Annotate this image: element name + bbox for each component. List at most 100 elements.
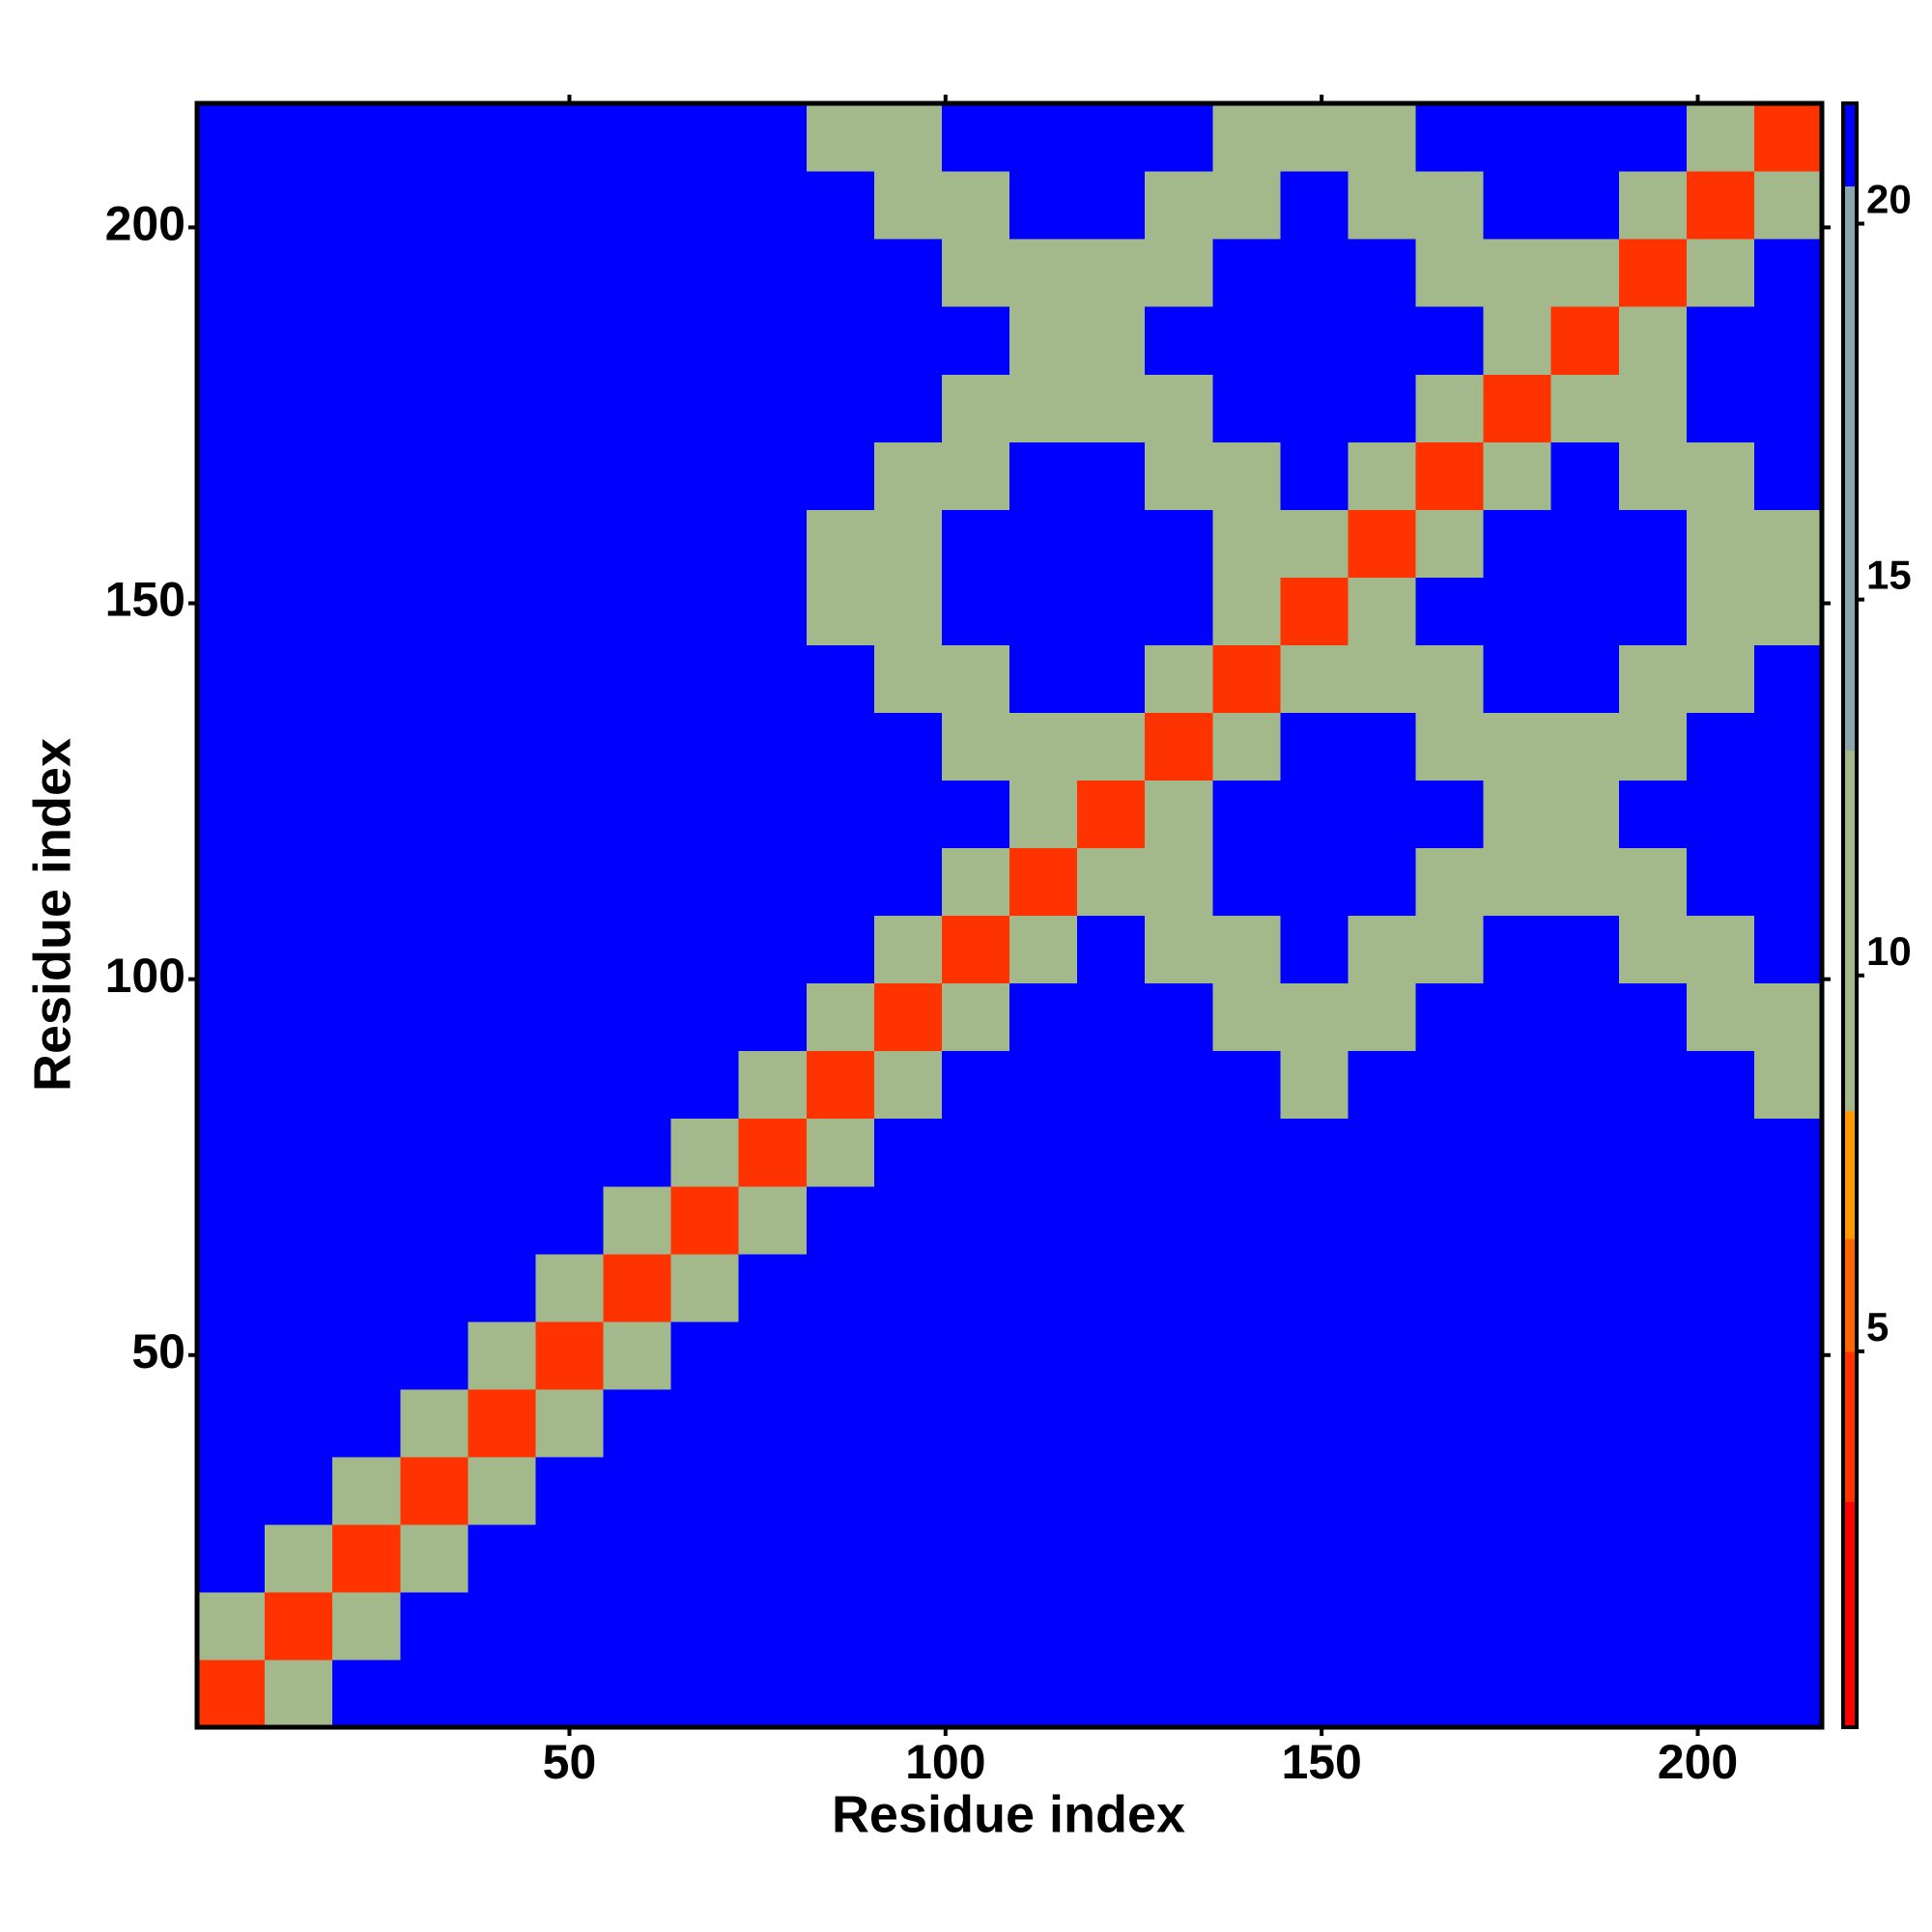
heatmap-cell	[197, 509, 266, 578]
heatmap-cell	[1280, 847, 1350, 917]
heatmap-cell	[603, 1253, 672, 1322]
heatmap-cell	[670, 171, 740, 240]
heatmap-cell	[603, 509, 672, 578]
heatmap-cell	[197, 171, 266, 240]
heatmap-cell	[738, 1321, 808, 1390]
heatmap-cell	[1009, 1523, 1078, 1593]
heatmap-cell	[400, 915, 469, 984]
heatmap-cell	[1753, 1388, 1823, 1458]
heatmap-cell	[332, 915, 401, 984]
heatmap-cell	[603, 1456, 672, 1525]
heatmap-cell	[1348, 577, 1417, 645]
heatmap-cell	[806, 306, 875, 375]
heatmap-cell	[400, 1388, 469, 1458]
heatmap-cell	[265, 1591, 333, 1661]
colorbar-segment	[1843, 1501, 1857, 1728]
heatmap-cell	[670, 644, 740, 713]
heatmap-cell	[1280, 441, 1350, 510]
heatmap-cell	[1212, 577, 1281, 645]
heatmap-cell	[1686, 577, 1755, 645]
heatmap-cell	[670, 915, 740, 984]
heatmap-cell	[738, 1050, 808, 1120]
heatmap-cell	[1483, 982, 1552, 1052]
heatmap-cell	[1145, 712, 1213, 781]
heatmap-cell	[332, 644, 401, 713]
heatmap-cell	[738, 1591, 808, 1661]
heatmap-cell	[1212, 1456, 1281, 1525]
heatmap-cell	[670, 306, 740, 375]
heatmap-cell	[1348, 239, 1417, 307]
heatmap-cell	[603, 103, 672, 172]
heatmap-cell	[265, 1185, 333, 1255]
heatmap-cell	[400, 103, 469, 172]
heatmap-cell	[670, 374, 740, 442]
heatmap-cell	[603, 239, 672, 307]
heatmap-cell	[332, 103, 401, 172]
heatmap-cell	[1550, 1118, 1620, 1187]
heatmap-cell	[1145, 577, 1213, 645]
heatmap-cell	[1686, 644, 1755, 713]
heatmap-cell	[1145, 509, 1213, 578]
heatmap-cell	[941, 1253, 1010, 1322]
heatmap-cell	[535, 306, 605, 375]
heatmap-cell	[1483, 1253, 1552, 1322]
heatmap-cell	[806, 1388, 875, 1458]
heatmap-cell	[1212, 1523, 1281, 1593]
heatmap-cell	[1483, 239, 1552, 307]
heatmap-cell	[1348, 1050, 1417, 1120]
heatmap-cell	[603, 1388, 672, 1458]
heatmap-cell	[670, 780, 740, 849]
heatmap-cell	[873, 1050, 943, 1120]
heatmap-cell	[806, 577, 875, 645]
heatmap-cell	[400, 847, 469, 917]
heatmap-cell	[1280, 1118, 1350, 1187]
heatmap-cell	[603, 1321, 672, 1390]
heatmap-cell	[1145, 982, 1213, 1052]
heatmap-cell	[197, 441, 266, 510]
heatmap-cell	[873, 1118, 943, 1187]
heatmap-cell	[941, 103, 1010, 172]
heatmap-cell	[197, 1523, 266, 1593]
heatmap-cell	[332, 374, 401, 442]
heatmap-cell	[873, 1253, 943, 1322]
heatmap-cell	[873, 1523, 943, 1593]
heatmap-cell	[1009, 441, 1078, 510]
heatmap-cell	[873, 171, 943, 240]
heatmap-cell	[1618, 1659, 1688, 1728]
heatmap-cell	[1686, 1050, 1755, 1120]
heatmap-cell	[1686, 1591, 1755, 1661]
heatmap-cell	[1348, 306, 1417, 375]
heatmap-cell	[197, 306, 266, 375]
heatmap-cell	[670, 1659, 740, 1728]
heatmap-cell	[1077, 1523, 1146, 1593]
heatmap-cell	[806, 239, 875, 307]
heatmap-cell	[1550, 1388, 1620, 1458]
heatmap-cell	[873, 509, 943, 578]
heatmap-cell	[1009, 1118, 1078, 1187]
heatmap-cell	[197, 1050, 266, 1120]
heatmap-cell	[468, 847, 537, 917]
plot-frame	[194, 100, 1825, 1730]
heatmap-cell	[468, 239, 537, 307]
heatmap-cell	[535, 982, 605, 1052]
heatmap-cell	[873, 847, 943, 917]
heatmap-cell	[400, 577, 469, 645]
heatmap-cell	[332, 171, 401, 240]
heatmap-cell	[1618, 1253, 1688, 1322]
heatmap-cell	[1753, 1321, 1823, 1390]
heatmap-cell	[670, 1185, 740, 1255]
heatmap-cell	[603, 171, 672, 240]
heatmap-cell	[1483, 509, 1552, 578]
heatmap-cell	[1145, 306, 1213, 375]
heatmap-cell	[1145, 374, 1213, 442]
heatmap-cell	[941, 1185, 1010, 1255]
heatmap-cell	[332, 1253, 401, 1322]
heatmap-cell	[1550, 171, 1620, 240]
heatmap-cell	[806, 982, 875, 1052]
heatmap-cell	[468, 577, 537, 645]
heatmap-cell	[468, 1523, 537, 1593]
heatmap-cell	[1483, 306, 1552, 375]
heatmap-cell	[332, 780, 401, 849]
heatmap-cell	[941, 577, 1010, 645]
heatmap-cell	[1618, 644, 1688, 713]
